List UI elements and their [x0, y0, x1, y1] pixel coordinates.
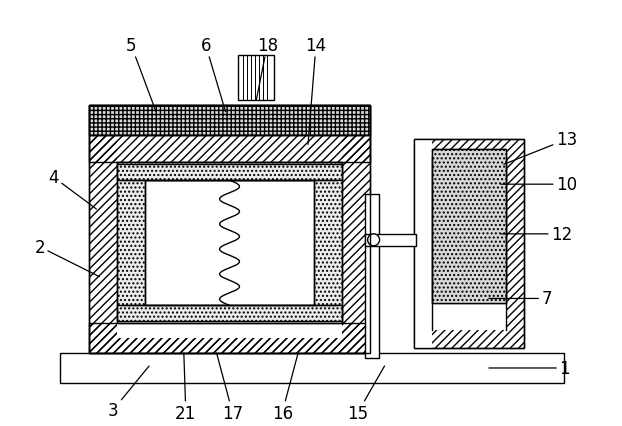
Bar: [364, 195, 379, 358]
Bar: [414, 140, 524, 348]
Text: 13: 13: [504, 131, 577, 165]
Bar: [414, 140, 524, 158]
Text: 15: 15: [347, 366, 384, 422]
Bar: [90, 323, 369, 353]
Text: 14: 14: [305, 37, 327, 145]
Bar: [118, 133, 342, 294]
Bar: [90, 106, 369, 135]
Bar: [506, 140, 524, 348]
Bar: [414, 140, 432, 348]
Circle shape: [368, 234, 379, 246]
Bar: [414, 331, 524, 348]
Bar: [90, 106, 369, 135]
Bar: [60, 353, 564, 383]
Bar: [414, 140, 432, 348]
Text: 18: 18: [256, 37, 278, 101]
Bar: [432, 158, 506, 331]
Bar: [118, 163, 342, 323]
Text: 1: 1: [489, 359, 570, 377]
Text: 6: 6: [200, 37, 226, 112]
Bar: [432, 150, 506, 304]
Text: 21: 21: [175, 353, 197, 422]
Text: 12: 12: [501, 225, 572, 243]
Bar: [342, 106, 369, 353]
Text: 2: 2: [34, 238, 100, 277]
Text: 3: 3: [108, 366, 149, 419]
Bar: [364, 234, 416, 246]
Bar: [506, 140, 524, 348]
Bar: [90, 106, 369, 353]
Bar: [118, 306, 342, 322]
Bar: [90, 135, 369, 163]
Bar: [414, 140, 432, 348]
Bar: [414, 331, 524, 348]
Text: 4: 4: [49, 169, 96, 210]
Text: 7: 7: [489, 290, 552, 308]
Bar: [118, 323, 342, 338]
Bar: [118, 165, 342, 181]
Text: 10: 10: [501, 176, 577, 194]
Text: 5: 5: [126, 37, 156, 112]
Bar: [145, 181, 314, 306]
Bar: [90, 106, 369, 353]
Bar: [414, 140, 524, 348]
Bar: [90, 106, 118, 353]
Bar: [432, 150, 506, 304]
Bar: [118, 163, 342, 323]
Text: 17: 17: [216, 353, 243, 422]
Text: 16: 16: [272, 353, 298, 422]
Bar: [238, 56, 274, 101]
Bar: [432, 140, 506, 150]
Bar: [145, 181, 314, 306]
Bar: [414, 140, 524, 158]
